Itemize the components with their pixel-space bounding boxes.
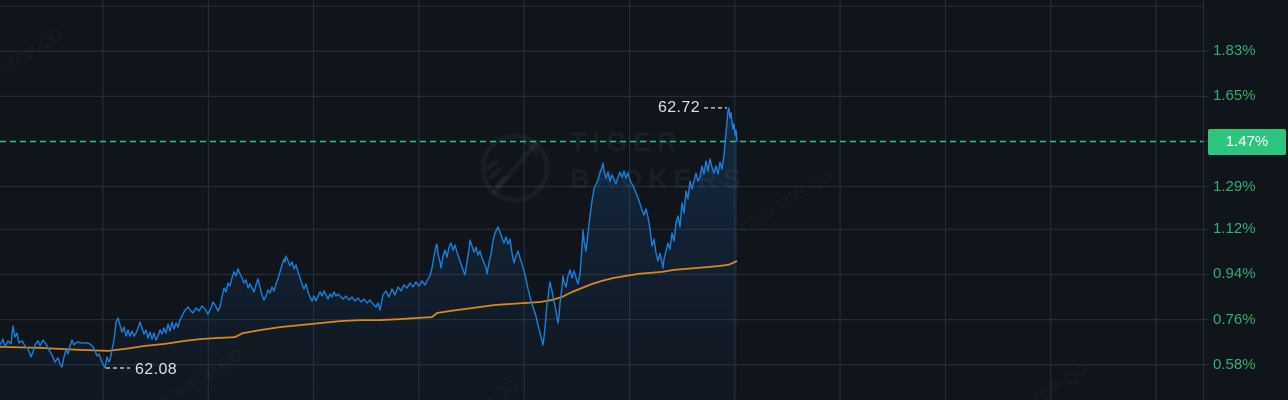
- avg-price-line: [0, 260, 738, 352]
- axis-tick-label: 0.58%: [1213, 355, 1256, 373]
- brand-watermark: [480, 133, 550, 203]
- machine-watermark-text: DESKTOP-QG: [0, 26, 66, 98]
- price-line: [0, 107, 738, 369]
- axis-tick-label: 0.94%: [1213, 265, 1256, 283]
- price-series: [0, 107, 738, 400]
- price-area-fill: [0, 107, 737, 400]
- low-price-label: 62.08: [135, 360, 178, 378]
- machine-watermark-text: DESKTOP-QG: [738, 166, 836, 238]
- axis-tick-label: 0.76%: [1213, 310, 1256, 328]
- tiger-logo-icon: [480, 133, 550, 203]
- current-price-badge: 1.47%: [1208, 128, 1286, 155]
- axis-tick-label: 1.29%: [1213, 177, 1256, 195]
- axis-tick-label: 1.83%: [1213, 42, 1256, 60]
- axis-tick-label: 1.65%: [1213, 87, 1256, 105]
- axis-tick-label: 1.12%: [1213, 220, 1256, 238]
- current-price-badge-label: 1.47%: [1225, 133, 1269, 150]
- high-price-label: 62.72: [657, 98, 700, 116]
- chart-overlays: [0, 50, 1209, 369]
- machine-watermark-text: DESKTOP-QG: [993, 361, 1091, 400]
